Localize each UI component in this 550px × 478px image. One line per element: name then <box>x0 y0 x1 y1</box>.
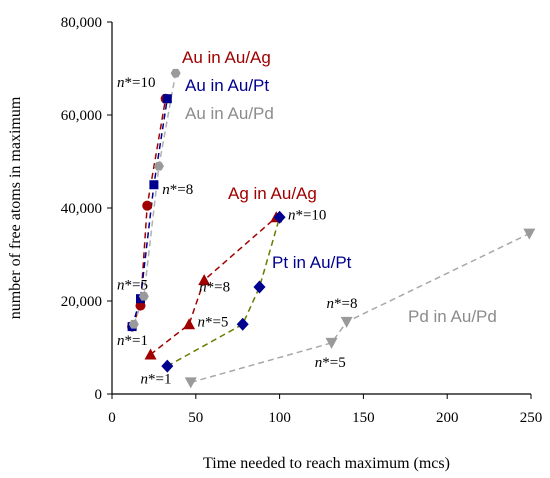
n-star-annotation: n*=10 <box>288 208 326 224</box>
n-star-annotation: n*=5 <box>117 277 148 293</box>
data-point-au-in-au-pd <box>153 161 164 171</box>
legend: Au in Au/Ag Au in Au/Pt Au in Au/Pd Ag in A… <box>182 48 497 326</box>
n-symbol: n <box>117 277 125 293</box>
x-axis-title: Time needed to reach maximum (mcs) <box>203 455 450 472</box>
x-tick-label: 100 <box>268 410 291 426</box>
x-tick-label: 50 <box>188 410 203 426</box>
data-point-au-in-au-pd <box>170 68 181 78</box>
data-point-pt-in-au-pt <box>273 210 286 224</box>
n-star-annotation: n*=8 <box>199 280 230 296</box>
n-symbol: n <box>199 280 207 296</box>
legend-label-au-in-au-pt: Au in Au/Pt <box>185 76 269 95</box>
n-star-annotation: n*=8 <box>162 182 193 198</box>
n-value: *=5 <box>322 355 345 371</box>
x-tick-label: 0 <box>108 410 116 426</box>
axes: 0 50 100 150 200 250 0 20,000 40,000 60,000 80,000… <box>7 15 542 472</box>
series-line-pd-in-au-pd <box>190 232 530 384</box>
n-star-annotation: n*=1 <box>140 371 171 387</box>
data-point-pt-in-au-pt <box>253 280 266 294</box>
y-axis-title: number of free atoms in maximum <box>7 96 24 319</box>
y-tick-label: 0 <box>95 387 103 403</box>
n-symbol: n <box>197 315 205 331</box>
data-point-au-in-au-pt <box>149 180 159 190</box>
x-tick-label: 250 <box>520 410 543 426</box>
legend-label-pd-in-au-pd: Pd in Au/Pd <box>408 307 497 326</box>
data-point-ag-in-au-ag <box>144 348 157 360</box>
y-tick-label: 80,000 <box>61 15 102 31</box>
n-star-annotation: n*=10 <box>117 75 155 91</box>
series-line-au-in-au-pt <box>131 98 169 327</box>
n-symbol: n <box>288 208 296 224</box>
legend-label-ag-in-au-ag: Ag in Au/Ag <box>228 184 317 203</box>
legend-label-au-in-au-pd: Au in Au/Pd <box>185 104 274 123</box>
n-symbol: n <box>117 75 125 91</box>
n-symbol: n <box>117 333 125 349</box>
n-value: *=8 <box>170 182 193 198</box>
n-symbol: n <box>315 355 323 371</box>
annotations: n*=10n*=8n*=5n*=1n*=8n*=5n*=1n*=10n*=8n*… <box>117 75 357 387</box>
data-point-pd-in-au-pd <box>184 377 197 389</box>
series-line-au-in-au-ag <box>131 98 167 327</box>
n-star-annotation: n*=8 <box>327 296 358 312</box>
series-line-ag-in-au-ag <box>150 216 277 356</box>
n-value: *=1 <box>125 333 148 349</box>
series-line-pt-in-au-pt <box>166 217 281 367</box>
x-tick-label: 200 <box>436 410 459 426</box>
data-point-pd-in-au-pd <box>523 228 536 240</box>
n-value: *=10 <box>295 208 326 224</box>
x-tick-label: 150 <box>352 410 375 426</box>
data-point-ag-in-au-ag <box>198 274 211 286</box>
n-value: *=10 <box>125 75 156 91</box>
data-point-au-in-au-pt <box>162 94 172 104</box>
data-point-au-in-au-pd <box>128 319 139 329</box>
data-point-au-in-au-ag <box>142 200 153 211</box>
n-symbol: n <box>162 182 170 198</box>
n-value: *=8 <box>207 280 230 296</box>
data-point-pt-in-au-pt <box>161 359 174 373</box>
data-point-pt-in-au-pt <box>236 317 249 331</box>
n-star-annotation: n*=1 <box>117 333 148 349</box>
series-markers <box>127 68 536 389</box>
legend-label-pt-in-au-pt: Pt in Au/Pt <box>272 253 352 272</box>
data-point-pd-in-au-pd <box>340 316 353 328</box>
data-point-pd-in-au-pd <box>325 337 338 349</box>
data-point-au-in-au-pd <box>138 292 149 301</box>
y-tick-label: 20,000 <box>61 294 102 310</box>
data-point-ag-in-au-ag <box>183 318 196 330</box>
n-value: *=8 <box>334 296 357 312</box>
legend-label-au-in-au-ag: Au in Au/Ag <box>182 48 271 67</box>
series-lines <box>131 72 530 384</box>
n-symbol: n <box>327 296 335 312</box>
n-symbol: n <box>140 371 148 387</box>
n-value: *=5 <box>205 315 228 331</box>
n-value: *=5 <box>125 277 148 293</box>
y-tick-label: 40,000 <box>61 201 102 217</box>
n-star-annotation: n*=5 <box>197 315 228 331</box>
n-star-annotation: n*=5 <box>315 355 346 371</box>
n-value: *=1 <box>148 371 171 387</box>
y-tick-label: 60,000 <box>61 108 102 124</box>
